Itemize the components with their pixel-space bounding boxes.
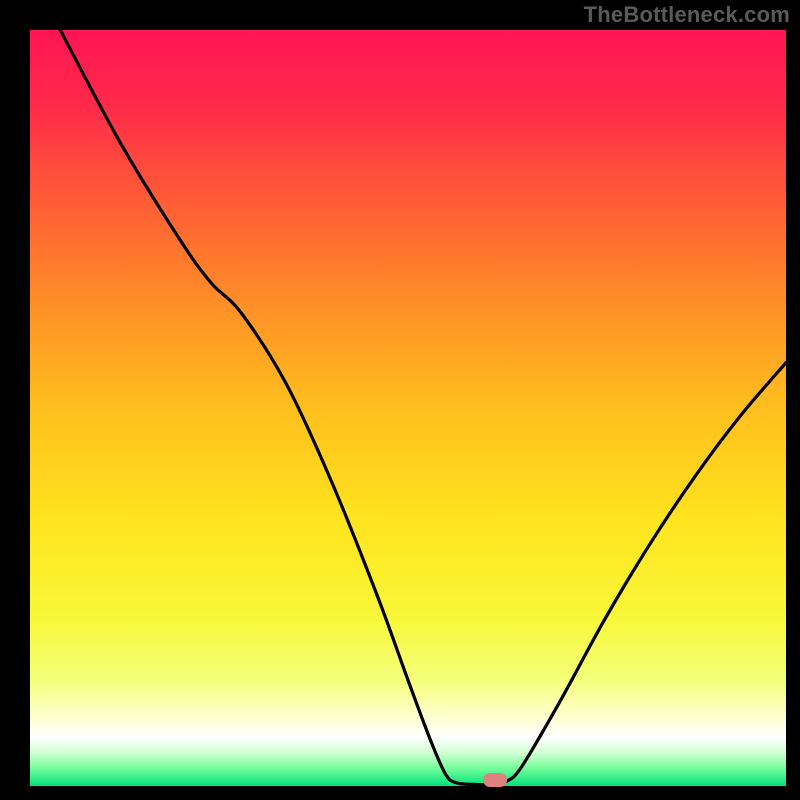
gradient-fill [30, 30, 786, 786]
plot-area [30, 30, 786, 786]
plot-svg [30, 30, 786, 786]
chart-frame: { "watermark": { "text": "TheBottleneck.… [0, 0, 800, 800]
watermark-text: TheBottleneck.com [584, 2, 790, 28]
optimal-marker [483, 773, 507, 787]
